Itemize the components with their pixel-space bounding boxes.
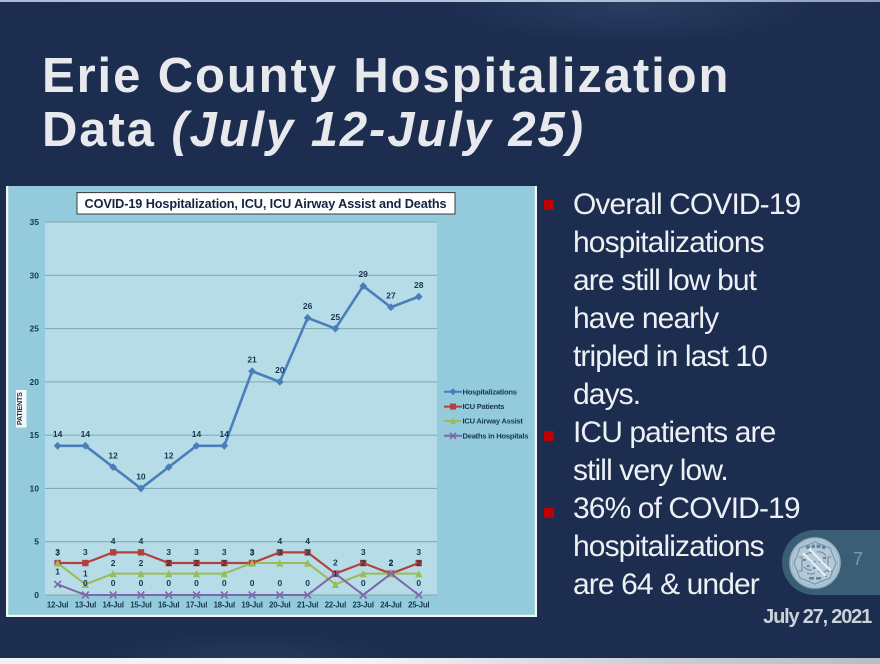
svg-text:2: 2 [139,558,144,568]
svg-text:0: 0 [250,578,255,588]
svg-text:0: 0 [83,578,88,588]
svg-text:0: 0 [111,578,116,588]
svg-text:23-Jul: 23-Jul [353,601,374,610]
svg-text:24-Jul: 24-Jul [380,601,401,610]
svg-text:35: 35 [30,217,40,227]
svg-text:0: 0 [34,590,39,600]
svg-text:22-Jul: 22-Jul [325,601,346,610]
svg-text:18-Jul: 18-Jul [214,601,235,610]
svg-text:25: 25 [30,324,40,334]
svg-text:3: 3 [305,547,310,557]
svg-text:14: 14 [220,429,230,439]
svg-text:3: 3 [194,547,199,557]
svg-text:20: 20 [275,365,285,375]
svg-text:29: 29 [358,269,368,279]
svg-text:4: 4 [305,536,310,546]
svg-text:14: 14 [53,429,63,439]
svg-text:0: 0 [194,578,199,588]
svg-text:28: 28 [414,280,424,290]
svg-text:4: 4 [139,536,144,546]
svg-text:10: 10 [30,483,40,493]
svg-text:2: 2 [166,558,171,568]
svg-text:2: 2 [194,558,199,568]
svg-text:25-Jul: 25-Jul [408,601,429,610]
svg-text:ICU Patients: ICU Patients [463,402,505,411]
svg-text:2: 2 [361,558,366,568]
svg-text:2: 2 [333,557,338,567]
svg-text:3: 3 [277,547,282,557]
svg-text:19-Jul: 19-Jul [241,601,262,610]
svg-text:26: 26 [303,301,313,311]
svg-text:1: 1 [83,569,88,579]
svg-text:3: 3 [250,547,255,557]
svg-text:3: 3 [250,547,255,557]
svg-text:14: 14 [81,429,91,439]
svg-text:15: 15 [30,430,40,440]
svg-text:14-Jul: 14-Jul [102,601,123,610]
svg-text:4: 4 [277,536,282,546]
svg-text:5: 5 [34,537,39,547]
svg-text:ICU Airway Assist: ICU Airway Assist [463,417,524,426]
svg-text:20-Jul: 20-Jul [269,601,290,610]
svg-text:0: 0 [222,578,227,588]
svg-text:2: 2 [389,557,394,567]
svg-text:20: 20 [30,377,40,387]
svg-text:30: 30 [30,270,40,280]
svg-text:3: 3 [416,547,421,557]
svg-text:Deaths in Hospitals: Deaths in Hospitals [463,431,529,440]
svg-text:17-Jul: 17-Jul [186,601,207,610]
svg-text:3: 3 [55,547,60,557]
svg-text:21-Jul: 21-Jul [297,601,318,610]
svg-text:0: 0 [361,578,366,588]
svg-text:2: 2 [111,558,116,568]
svg-text:14: 14 [192,429,202,439]
svg-text:12: 12 [108,450,118,460]
svg-text:13-Jul: 13-Jul [75,601,96,610]
svg-text:15-Jul: 15-Jul [130,601,151,610]
svg-text:3: 3 [361,547,366,557]
svg-text:3: 3 [166,547,171,557]
svg-text:3: 3 [55,547,60,557]
svg-text:2: 2 [389,558,394,568]
svg-text:12: 12 [164,450,174,460]
svg-text:0: 0 [277,578,282,588]
svg-text:1: 1 [333,569,338,579]
svg-text:3: 3 [222,547,227,557]
svg-text:3: 3 [83,547,88,557]
svg-text:0: 0 [416,578,421,588]
svg-text:PATIENTS: PATIENTS [15,392,24,425]
svg-text:0: 0 [305,578,310,588]
svg-text:0: 0 [139,578,144,588]
svg-text:10: 10 [136,472,146,482]
svg-text:Hospitalizations: Hospitalizations [463,387,517,396]
svg-text:2: 2 [416,558,421,568]
svg-text:16-Jul: 16-Jul [158,601,179,610]
svg-text:2: 2 [222,558,227,568]
svg-text:21: 21 [247,355,257,365]
svg-text:25: 25 [331,312,341,322]
svg-text:0: 0 [166,578,171,588]
svg-text:12-Jul: 12-Jul [47,601,68,610]
svg-text:27: 27 [386,291,396,301]
svg-text:4: 4 [111,536,116,546]
svg-text:COVID-19 Hospitalization, ICU,: COVID-19 Hospitalization, ICU, ICU Airwa… [85,197,447,211]
svg-text:1: 1 [55,567,60,577]
